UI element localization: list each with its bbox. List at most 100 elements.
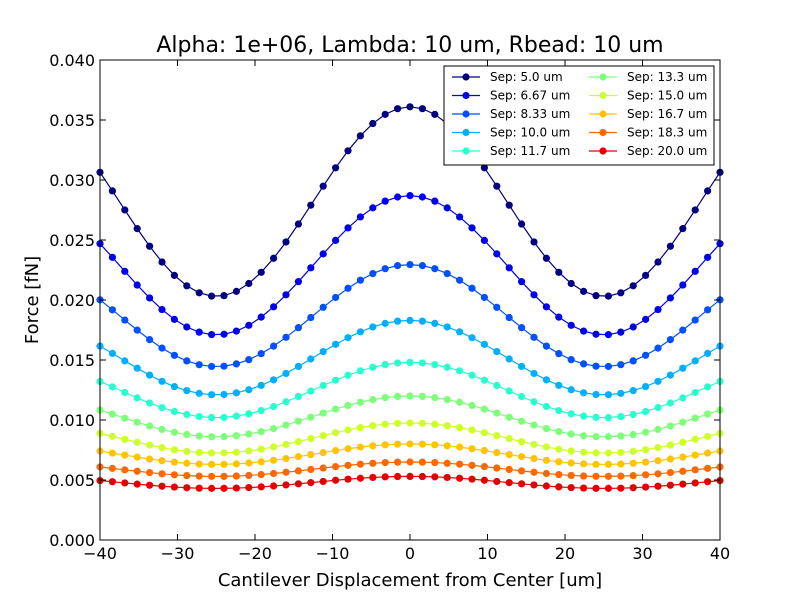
- data-point: [406, 103, 414, 111]
- data-point: [245, 386, 253, 394]
- legend-item: Sep: 13.3 um: [589, 70, 707, 84]
- data-point: [133, 453, 141, 461]
- data-point: [394, 392, 402, 401]
- data-point: [518, 437, 526, 446]
- legend-marker: [462, 128, 470, 137]
- data-point: [294, 324, 302, 332]
- data-point: [431, 441, 439, 449]
- data-point: [245, 279, 253, 288]
- data-point: [394, 193, 402, 201]
- data-point: [480, 236, 488, 244]
- data-point: [121, 206, 129, 214]
- data-point: [542, 443, 551, 451]
- data-point: [319, 477, 327, 486]
- data-point: [344, 334, 352, 342]
- data-point: [356, 367, 364, 375]
- data-point: [183, 323, 191, 331]
- data-point: [319, 464, 327, 472]
- series: [96, 316, 724, 399]
- data-point: [418, 472, 426, 481]
- data-point: [604, 331, 613, 339]
- data-point: [406, 192, 414, 200]
- data-point: [592, 413, 600, 421]
- data-point: [642, 351, 650, 359]
- data-point: [220, 292, 228, 300]
- data-point: [381, 458, 389, 467]
- data-point: [654, 258, 662, 266]
- data-point: [183, 410, 191, 419]
- data-point: [679, 225, 687, 233]
- data-point: [480, 476, 488, 484]
- data-point: [580, 472, 588, 480]
- data-point: [691, 316, 699, 324]
- data-point: [604, 292, 613, 300]
- data-point: [480, 293, 488, 302]
- data-point: [505, 201, 513, 209]
- data-point: [307, 479, 315, 487]
- data-point: [294, 480, 302, 488]
- x-tick-label: 20: [555, 544, 575, 563]
- data-point: [617, 412, 625, 421]
- data-point: [456, 443, 464, 451]
- data-point: [381, 197, 389, 205]
- data-point: [406, 440, 414, 448]
- data-point: [704, 410, 712, 418]
- data-point: [418, 458, 426, 466]
- data-point: [170, 483, 178, 491]
- data-point: [394, 105, 402, 113]
- data-point: [319, 409, 327, 417]
- data-point: [580, 389, 588, 397]
- data-point: [666, 481, 675, 489]
- data-point: [518, 220, 526, 228]
- data-point: [220, 460, 228, 468]
- series: [96, 392, 724, 441]
- data-point: [344, 461, 352, 469]
- data-point: [170, 351, 178, 359]
- data-point: [530, 421, 538, 429]
- data-point: [121, 466, 129, 474]
- data-point: [133, 326, 141, 334]
- series: [96, 261, 724, 371]
- data-point: [356, 328, 364, 336]
- data-point: [406, 316, 414, 324]
- data-point: [530, 468, 538, 476]
- legend-label: Sep: 15.0 um: [627, 89, 707, 103]
- data-point: [604, 484, 613, 492]
- data-point: [158, 305, 166, 314]
- data-point: [369, 204, 377, 212]
- data-point: [666, 399, 675, 407]
- data-point: [270, 303, 278, 311]
- data-point: [356, 213, 364, 221]
- data-point: [282, 333, 290, 341]
- data-point: [443, 395, 451, 404]
- series: [96, 440, 724, 468]
- data-point: [332, 429, 340, 437]
- data-point: [431, 110, 439, 118]
- series: [96, 472, 724, 492]
- data-point: [195, 361, 203, 369]
- data-point: [555, 381, 563, 389]
- data-point: [704, 306, 712, 314]
- data-point: [418, 440, 426, 448]
- data-point: [356, 423, 364, 432]
- data-point: [666, 294, 675, 302]
- data-point: [443, 323, 451, 331]
- data-point: [257, 470, 265, 479]
- data-point: [666, 441, 675, 449]
- data-point: [580, 460, 588, 468]
- data-point: [208, 292, 216, 300]
- data-point: [431, 473, 439, 481]
- data-point: [704, 253, 712, 261]
- data-point: [542, 303, 551, 311]
- data-point: [356, 460, 364, 468]
- data-point: [654, 305, 662, 314]
- data-point: [406, 261, 414, 269]
- x-tick-label: 30: [632, 544, 652, 563]
- x-tick-label: −20: [238, 544, 272, 563]
- data-point: [518, 392, 526, 401]
- data-point: [480, 340, 488, 348]
- data-point: [146, 336, 154, 344]
- data-point: [406, 358, 414, 366]
- data-point: [232, 432, 240, 440]
- data-point: [220, 413, 228, 421]
